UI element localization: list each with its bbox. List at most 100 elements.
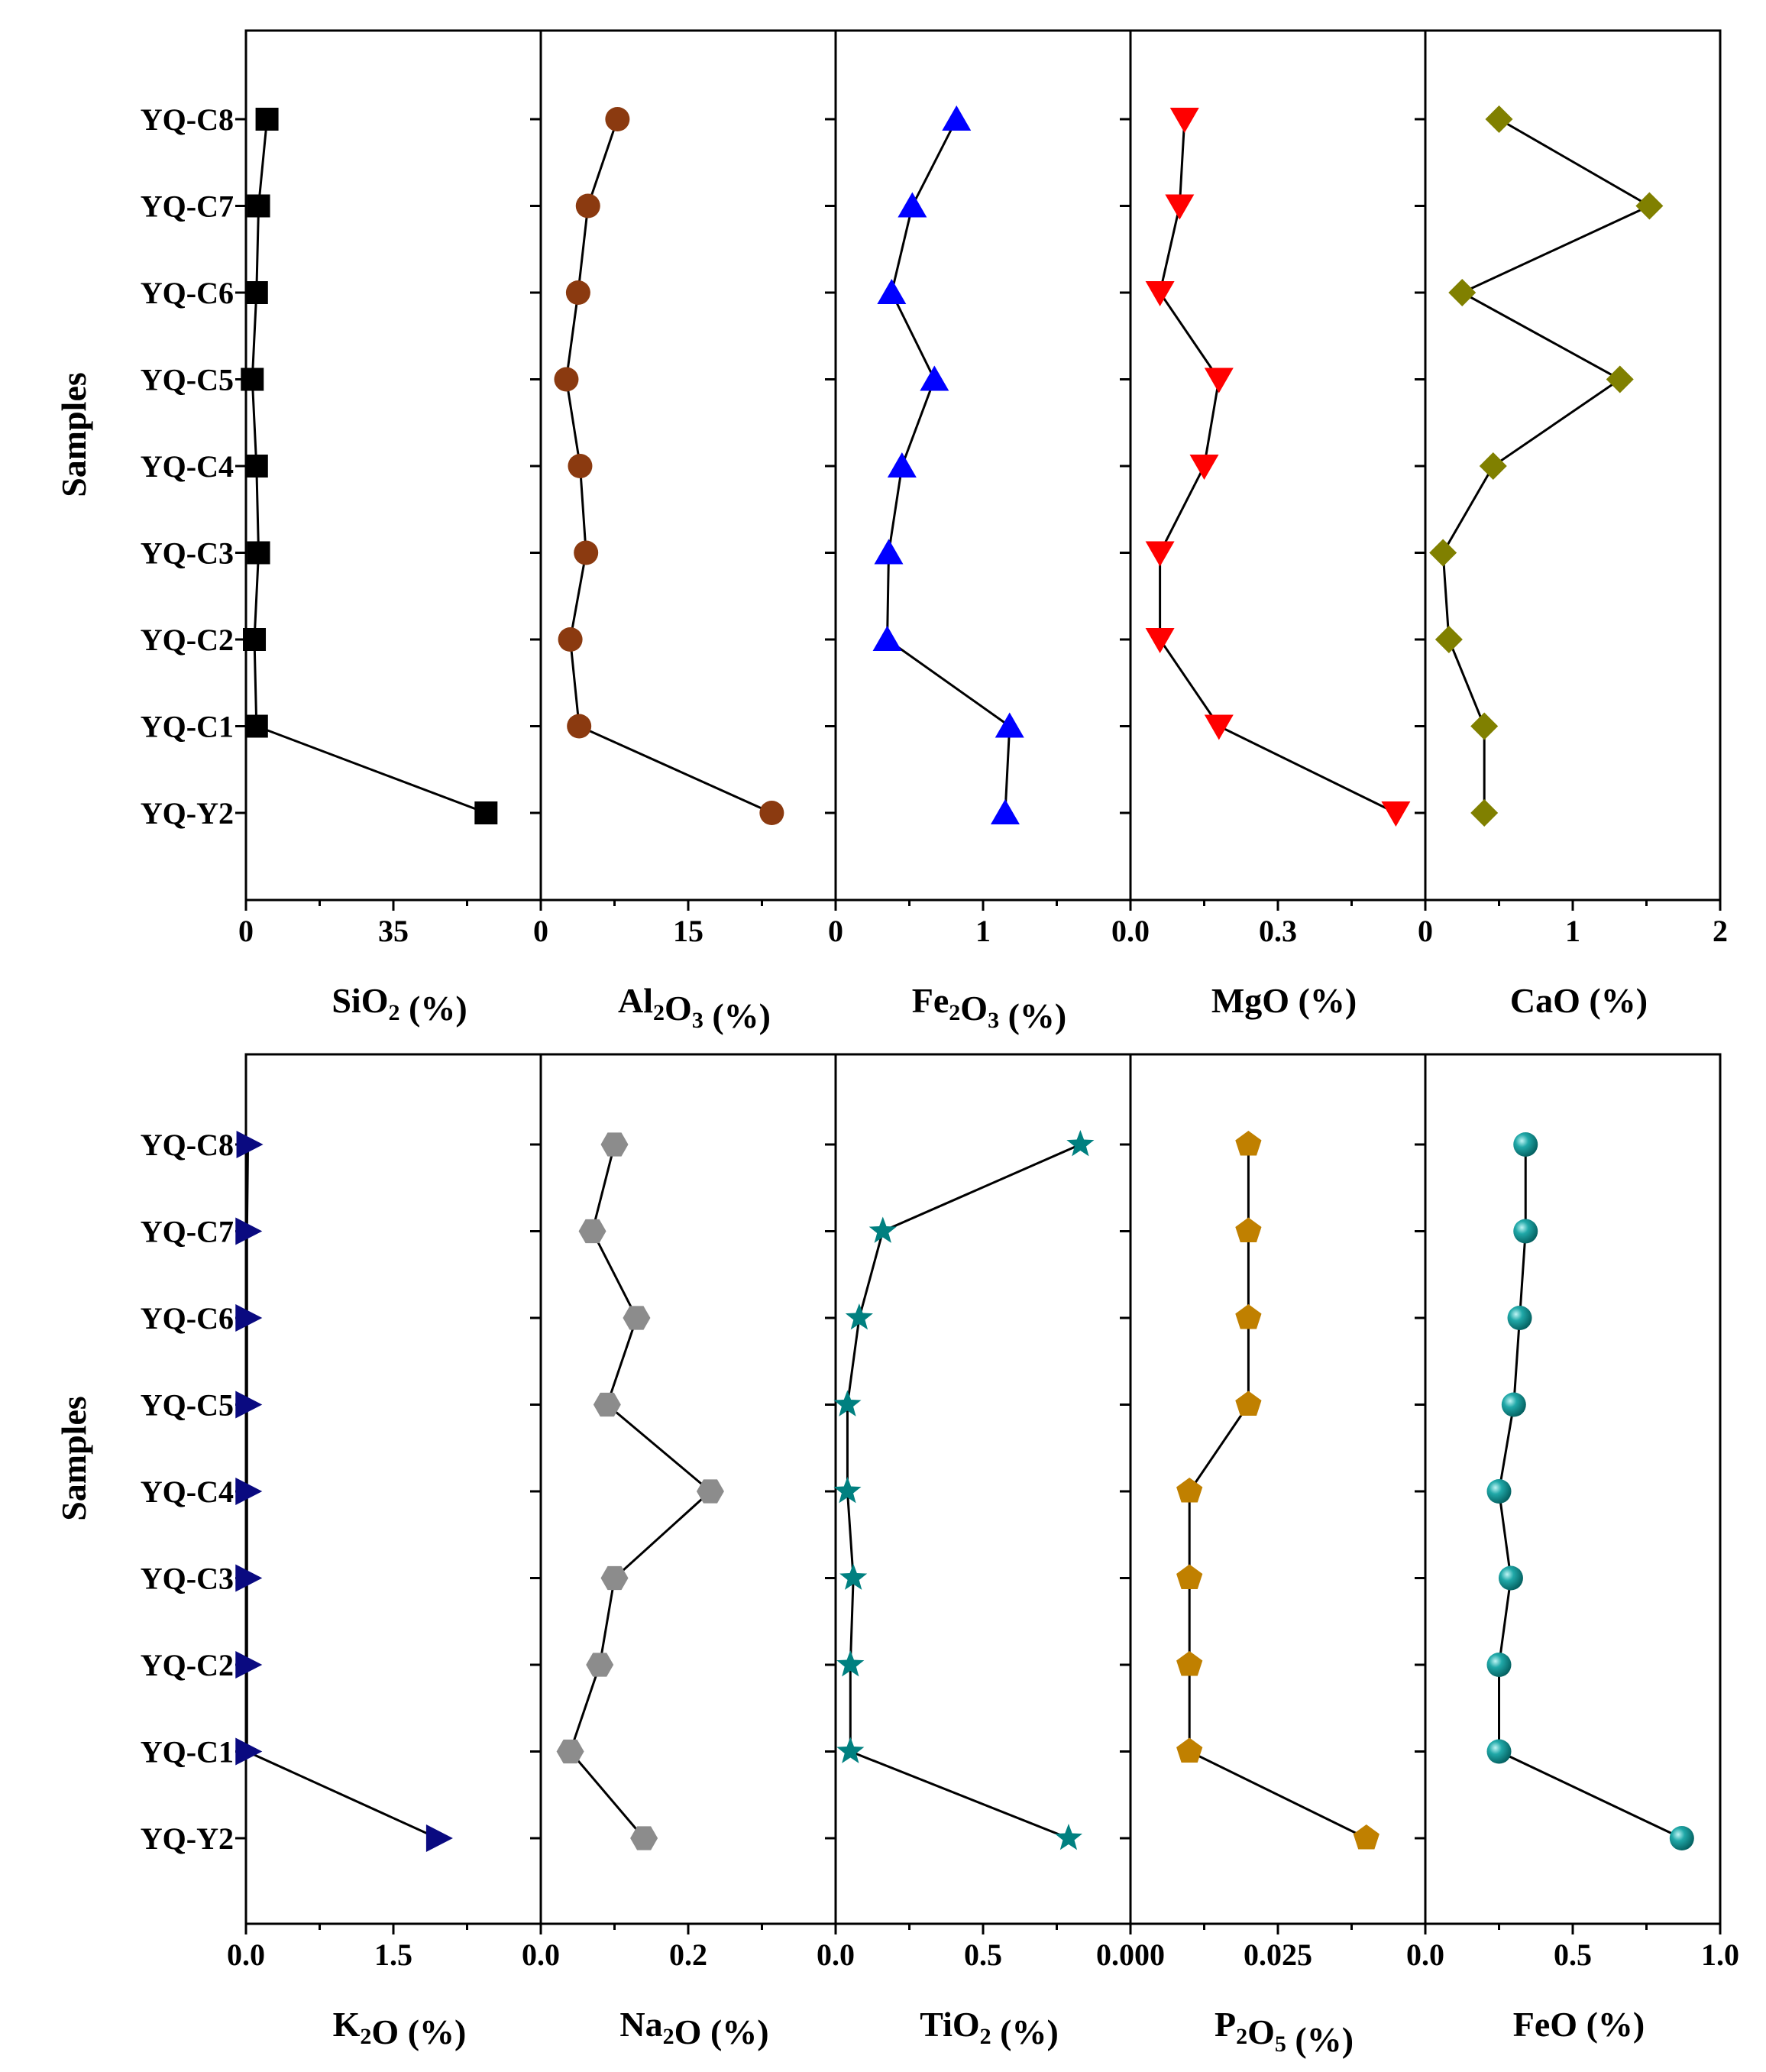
x-axis-title: MgO (%) (1211, 981, 1357, 1020)
data-point-yq-c3 (839, 1563, 868, 1590)
data-point-yq-y2 (990, 799, 1020, 824)
data-point-yq-c7 (1235, 1217, 1262, 1243)
y-tick-label: YQ-C3 (141, 536, 234, 571)
data-point-yq-c2 (558, 627, 583, 652)
row-1: YQ-C8 YQ-C7 YQ-C6 YQ-C5 YQ-C4 YQ-C3 YQ-C2 YQ-C1… (54, 29, 1728, 1035)
data-point-yq-c1 (836, 1737, 865, 1763)
data-point-yq-c4 (1189, 455, 1219, 480)
panel-sio2: 0 35 SiO2 (%) (235, 108, 498, 1028)
data-point-yq-c7 (578, 1219, 606, 1244)
panel-cao: 0 1 2 CaO (%) (1415, 31, 1728, 1020)
y-tick-label: YQ-C2 (141, 1648, 234, 1682)
data-point-yq-c8 (1235, 1131, 1262, 1156)
panel-tio2: 0.0 0.5 TiO2 (%) (817, 1054, 1095, 2051)
x-axis-title: P2O5 (%) (1215, 2005, 1354, 2059)
data-point-yq-c2 (1434, 626, 1463, 653)
data-point-yq-c2 (243, 628, 267, 651)
y-tick-label: YQ-C1 (141, 1735, 234, 1769)
data-point-yq-c3 (600, 1565, 629, 1591)
panel-mgo: 0.0 0.3 MgO (%) (1111, 31, 1411, 1020)
x-axis-title: Al2O3 (%) (618, 981, 771, 1035)
data-point-yq-c7 (575, 193, 600, 219)
data-point-yq-y2 (1381, 801, 1411, 827)
y-tick-label: YQ-C2 (141, 623, 234, 657)
data-point-yq-c4 (568, 454, 593, 478)
x-axis-title: SiO2 (%) (332, 981, 467, 1028)
data-point-yq-c8 (1485, 105, 1513, 133)
data-point-yq-c1 (1486, 1739, 1512, 1764)
data-point-yq-c4 (235, 1478, 263, 1505)
x-tick-label: 0.2 (669, 1938, 707, 1972)
data-point-yq-y2 (759, 801, 784, 825)
data-point-yq-c4 (1479, 452, 1507, 480)
series-line (846, 1143, 1081, 1840)
data-point-yq-c3 (574, 540, 599, 565)
data-point-yq-c5 (833, 1390, 862, 1416)
data-point-yq-c6 (565, 280, 590, 305)
panel-p2o5: 0.000 0.025 P2O5 (%) (1096, 1054, 1379, 2059)
data-point-yq-c7 (235, 1217, 263, 1245)
data-point-yq-c1 (1470, 712, 1499, 740)
y-tick-label: YQ-C3 (141, 1562, 234, 1596)
y-axis-title: Samples (54, 372, 93, 497)
y-tick-label: YQ-C5 (141, 1388, 234, 1423)
x-tick-label: 0.3 (1259, 914, 1297, 948)
data-point-yq-y2 (1669, 1826, 1694, 1850)
data-point-yq-c3 (247, 541, 270, 565)
y-tick-label: YQ-C8 (141, 102, 234, 137)
x-tick-label: 2 (1713, 914, 1728, 948)
x-tick-label: 0.025 (1244, 1938, 1312, 1972)
series-line (1441, 118, 1652, 813)
y-tick-label: YQ-Y2 (141, 1821, 234, 1856)
data-point-yq-c2 (586, 1653, 614, 1677)
data-point-yq-c4 (244, 455, 268, 478)
y-tick-label: YQ-C1 (141, 710, 234, 744)
x-axis-title: CaO (%) (1510, 981, 1648, 1020)
data-point-yq-c5 (1204, 367, 1234, 393)
panel-feo: 0.0 0.5 1.0 FeO (%) (1406, 1054, 1739, 2044)
series-line (568, 1144, 713, 1839)
panel-k2o: 0.0 1.5 K2O (%) (227, 1131, 468, 2051)
data-point-yq-c5 (235, 1391, 263, 1419)
y-axis-title: Samples (54, 1396, 93, 1521)
data-point-yq-c3 (1498, 1565, 1523, 1591)
y-tick-label: YQ-C7 (141, 1215, 234, 1249)
data-point-yq-c1 (235, 1737, 263, 1766)
data-point-yq-c4 (887, 452, 917, 478)
data-point-yq-c2 (872, 626, 902, 651)
x-tick-label: 1 (975, 914, 991, 948)
data-point-yq-c6 (244, 281, 268, 304)
data-point-yq-c8 (1513, 1132, 1538, 1157)
data-point-yq-c5 (1501, 1392, 1526, 1417)
y-tick-label: YQ-C6 (141, 276, 234, 310)
data-point-yq-c5 (1235, 1391, 1262, 1416)
series-line (1188, 1144, 1367, 1840)
y-tick-label: YQ-C4 (141, 449, 234, 484)
data-point-yq-c2 (1145, 628, 1175, 653)
data-point-yq-y2 (425, 1824, 453, 1852)
data-point-yq-c1 (1176, 1737, 1203, 1763)
x-tick-label: 0.5 (964, 1938, 1002, 1972)
x-tick-label: 0.0 (1111, 914, 1150, 948)
data-point-yq-c4 (1486, 1479, 1512, 1504)
data-point-yq-c5 (1606, 365, 1634, 393)
data-point-yq-c8 (600, 1132, 629, 1157)
y-tick-label: YQ-C7 (141, 189, 234, 224)
data-point-yq-c4 (833, 1477, 862, 1504)
x-axis-title: FeO (%) (1513, 2005, 1645, 2044)
x-tick-label: 1.0 (1701, 1938, 1739, 1972)
data-point-yq-c5 (920, 365, 949, 391)
data-point-yq-c2 (1486, 1653, 1512, 1677)
data-point-yq-c7 (1513, 1219, 1538, 1244)
series-line (245, 1144, 438, 1840)
x-tick-label: 0 (533, 914, 548, 948)
data-point-yq-c1 (556, 1739, 584, 1764)
panel-al2o3: 0 15 Al2O3 (%) (530, 31, 784, 1035)
series-line (1158, 118, 1397, 814)
data-point-yq-c4 (696, 1479, 724, 1504)
data-point-yq-c8 (1169, 108, 1199, 133)
data-point-yq-c6 (1507, 1306, 1532, 1330)
data-point-yq-y2 (1054, 1824, 1083, 1850)
data-point-yq-c1 (1204, 714, 1234, 740)
